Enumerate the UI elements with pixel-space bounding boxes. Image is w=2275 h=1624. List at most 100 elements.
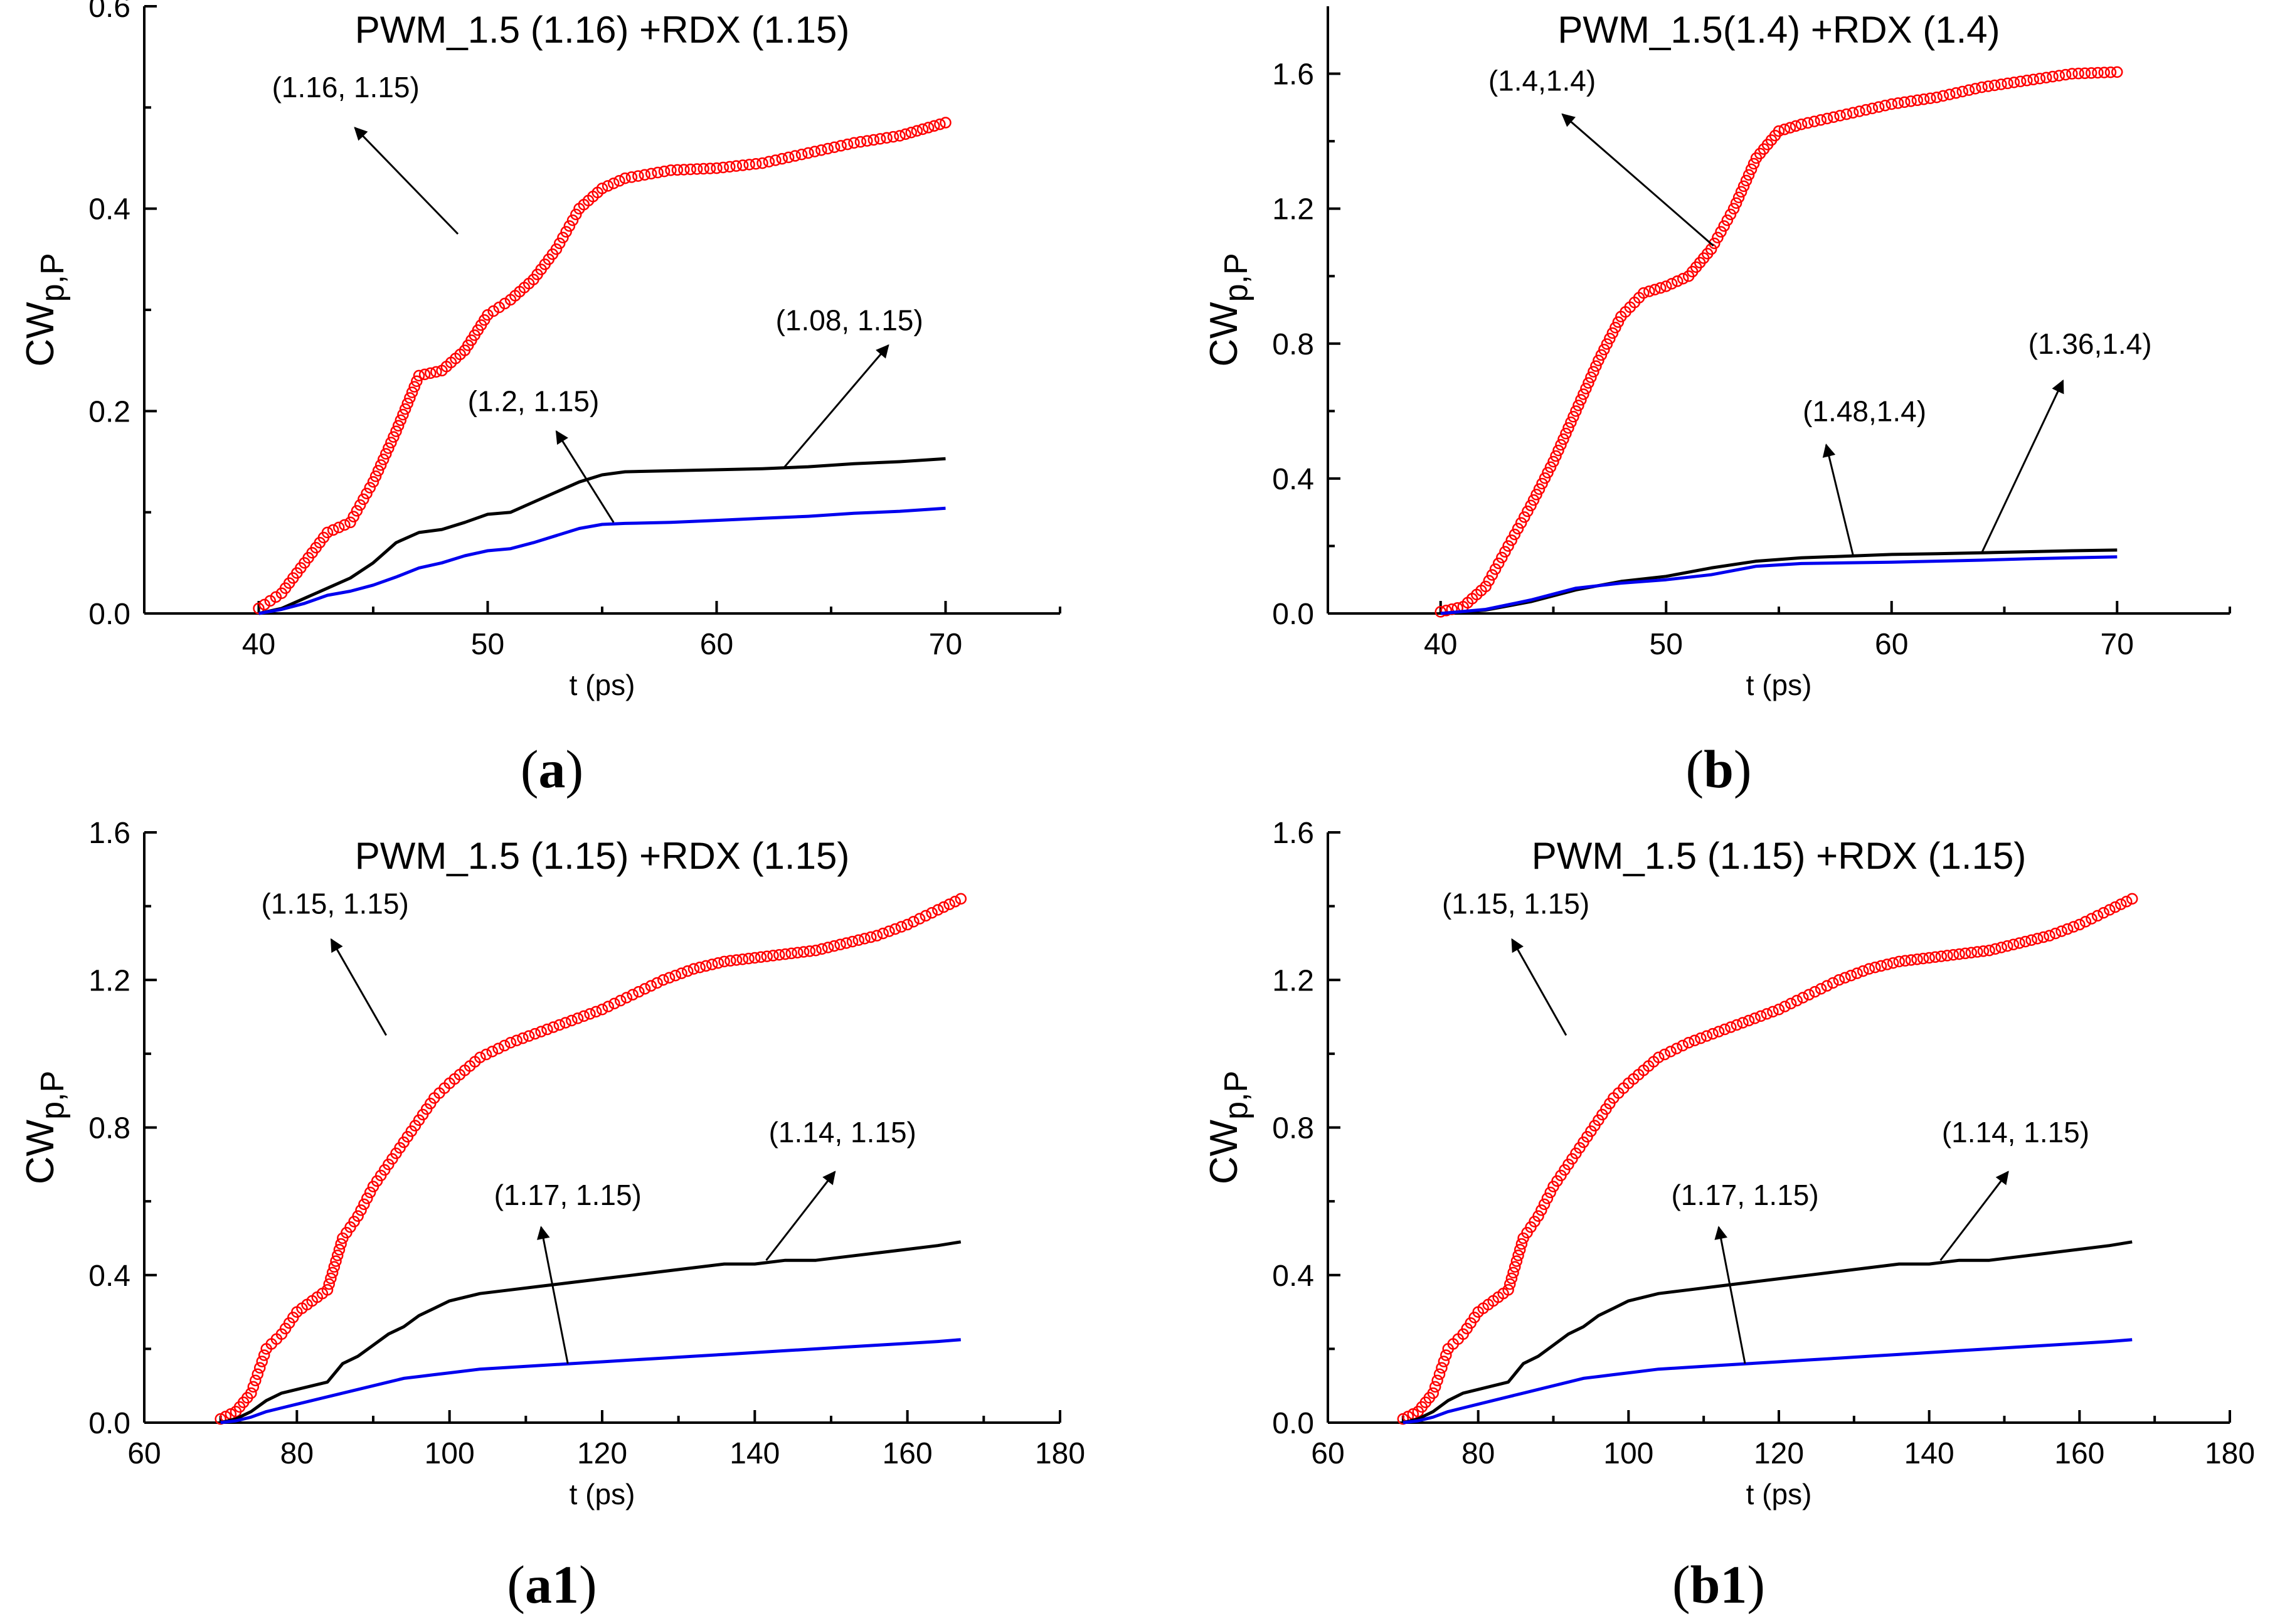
data-point: [2037, 931, 2050, 943]
series-0: [1434, 66, 2123, 618]
data-point: [1881, 958, 1893, 970]
data-point: [1839, 972, 1851, 984]
data-point: [480, 1048, 492, 1061]
data-point: [1721, 214, 1734, 226]
data-point: [894, 130, 906, 142]
data-point: [1541, 1192, 1554, 1204]
data-point: [2120, 896, 2133, 908]
data-point: [1737, 1017, 1749, 1029]
data-point: [1935, 950, 1948, 962]
data-point: [1869, 962, 1881, 974]
annotation-arrow: [1511, 938, 1567, 1036]
data-point: [1677, 273, 1689, 285]
data-point: [1803, 989, 1815, 1001]
panel-label-text: a1: [525, 1554, 579, 1615]
data-point: [736, 953, 749, 965]
data-point: [809, 146, 821, 157]
data-point: [1773, 1004, 1785, 1016]
chart-title: PWM_1.5(1.4) +RDX (1.4): [1557, 9, 2000, 51]
annotation-arrow: [555, 430, 615, 523]
data-point: [1808, 115, 1820, 127]
data-point: [810, 944, 822, 957]
data-point: [1542, 467, 1554, 479]
data-point: [1502, 540, 1514, 552]
data-point: [250, 1374, 262, 1387]
annotation-arrow: [330, 938, 387, 1036]
y-axis-label: CWp,P: [1202, 253, 1254, 366]
data-point: [797, 946, 810, 958]
data-point: [1797, 992, 1809, 1004]
data-point: [2031, 933, 2044, 945]
data-point: [1507, 1266, 1519, 1279]
data-point: [848, 137, 860, 149]
x-tick-label: 70: [2101, 628, 2134, 661]
data-point: [1670, 1043, 1683, 1054]
data-point: [1544, 461, 1557, 473]
data-point: [1879, 100, 1891, 112]
data-point: [258, 1349, 270, 1361]
y-tick-label: 0.8: [1272, 1112, 1314, 1145]
chart-title: PWM_1.5 (1.15) +RDX (1.15): [355, 835, 850, 877]
data-point: [399, 403, 411, 415]
x-axis-label: t (ps): [1746, 669, 1812, 701]
data-point: [1489, 563, 1502, 575]
data-point: [1937, 90, 1949, 102]
panel-label: (b): [1685, 739, 1751, 799]
data-point: [367, 476, 379, 488]
data-point: [743, 952, 755, 965]
data-point: [2025, 934, 2037, 946]
data-point: [566, 214, 579, 226]
data-point: [645, 167, 657, 180]
data-point: [2074, 918, 2086, 931]
data-point: [1514, 1243, 1526, 1256]
data-point: [922, 122, 935, 134]
data-point: [541, 1023, 553, 1036]
y-tick-label: 1.2: [1272, 964, 1314, 997]
y-tick-label: 0.6: [88, 0, 130, 24]
data-point: [1509, 1261, 1521, 1273]
y-tick-label: 0.2: [88, 395, 130, 428]
data-point: [602, 180, 614, 192]
data-point: [1536, 477, 1548, 490]
data-point: [372, 465, 384, 477]
data-point: [369, 470, 382, 482]
data-point: [1539, 472, 1551, 484]
data-point: [1483, 575, 1495, 587]
data-point: [328, 1261, 341, 1273]
data-point: [1857, 965, 1869, 977]
data-point: [331, 1250, 344, 1261]
data-point: [408, 381, 420, 393]
data-point: [770, 154, 782, 166]
annotation-arrow: [1561, 113, 1714, 247]
data-point: [2014, 75, 2027, 88]
data-point: [1983, 944, 1995, 957]
data-point: [388, 431, 400, 443]
chart-panel-a: 0.0 0.2 0.4 0.6 40 50 60 70 t (ps) CWp,P PWM_1.5 (…: [19, 0, 1061, 799]
panel-label-close: ): [579, 1554, 597, 1615]
x-tick-label: 160: [2054, 1437, 2104, 1470]
data-point: [1598, 343, 1610, 356]
annotation-label: (1.4,1.4): [1488, 64, 1596, 97]
data-point: [1963, 84, 1975, 96]
data-point: [1976, 81, 1988, 93]
data-point: [682, 965, 694, 977]
data-point: [1791, 994, 1803, 1007]
data-point: [645, 980, 657, 992]
x-tick-label: 50: [1650, 628, 1683, 661]
data-point: [1649, 284, 1661, 295]
data-point: [547, 1021, 559, 1033]
data-point: [867, 134, 880, 146]
data-point: [344, 516, 356, 529]
data-point: [883, 925, 895, 937]
data-point: [1893, 955, 1905, 968]
data-point: [1950, 87, 1962, 99]
data-point: [1899, 955, 1911, 967]
data-point: [1557, 433, 1569, 445]
data-point: [1727, 203, 1740, 215]
annotation-label: (1.14, 1.15): [769, 1116, 916, 1149]
panel-label-open: (: [507, 1554, 525, 1615]
data-point: [1595, 349, 1608, 361]
data-point: [1959, 947, 1971, 960]
data-point: [711, 162, 723, 174]
data-point: [889, 923, 901, 935]
